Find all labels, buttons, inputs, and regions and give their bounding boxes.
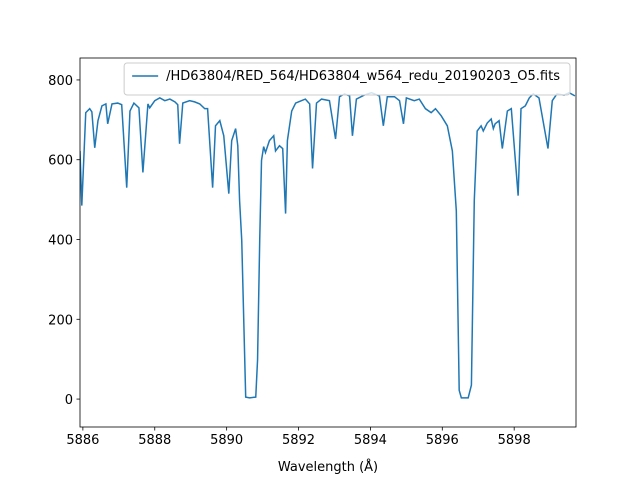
x-tick-label: 5894: [354, 433, 387, 448]
legend-label: /HD63804/RED_564/HD63804_w564_redu_20190…: [166, 69, 560, 84]
y-tick-label: 400: [48, 234, 73, 249]
plot-frame: [80, 58, 576, 427]
legend: /HD63804/RED_564/HD63804_w564_redu_20190…: [124, 63, 570, 95]
x-tick-label: 5892: [282, 433, 315, 448]
y-tick-label: 0: [65, 393, 73, 408]
x-tick-label: 5888: [138, 433, 171, 448]
x-tick-label: 5898: [498, 433, 531, 448]
y-tick-label: 800: [48, 74, 73, 89]
x-tick-label: 5886: [66, 433, 99, 448]
data-line: [80, 93, 575, 398]
y-tick-label: 200: [48, 313, 73, 328]
x-axis-label: Wavelength (Å): [278, 459, 378, 475]
x-tick-label: 5896: [426, 433, 459, 448]
y-tick-label: 600: [48, 154, 73, 169]
x-tick-label: 5890: [210, 433, 243, 448]
